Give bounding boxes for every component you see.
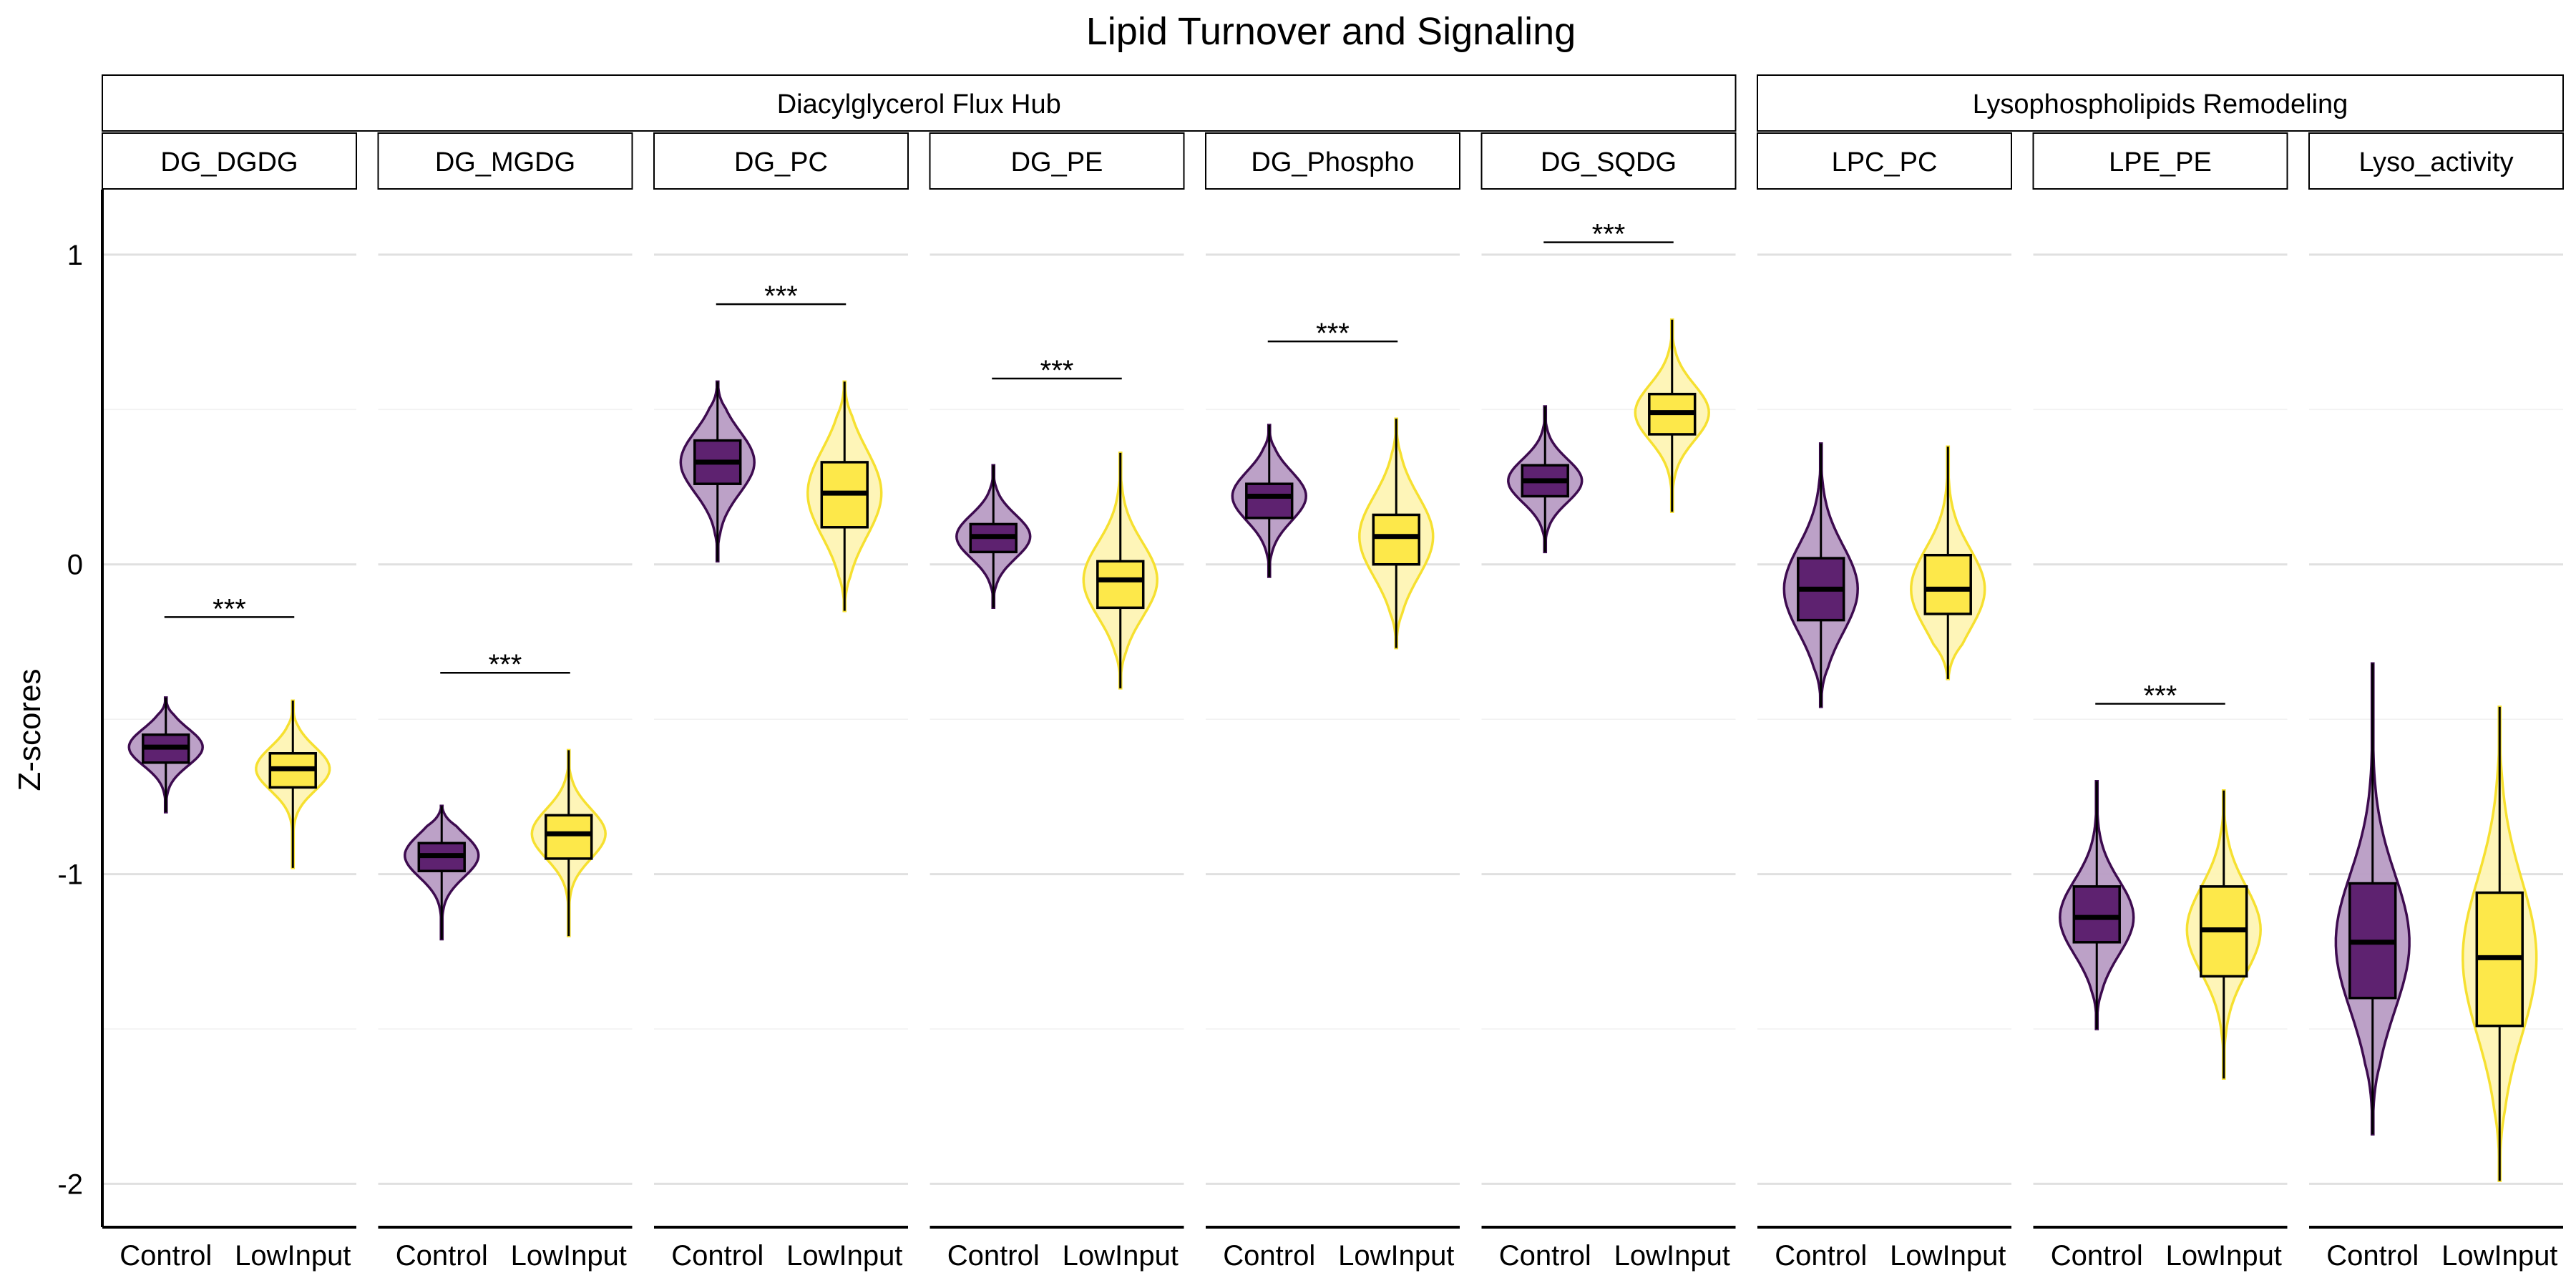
panel-strip-label: LPE_PE — [2109, 147, 2212, 177]
x-tick-label: LowInput — [1890, 1240, 2006, 1272]
panel-strip — [653, 132, 909, 190]
x-tick-label: LowInput — [511, 1240, 627, 1272]
significance-label: *** — [213, 593, 246, 625]
panel-strip — [102, 132, 357, 190]
strip-layer: Diacylglycerol Flux Hub Lysophospholipids… — [102, 74, 2564, 190]
box-control — [1245, 482, 1294, 519]
panel-strip-label: DG_SQDG — [1541, 147, 1677, 177]
box-control — [2072, 885, 2121, 944]
x-tick-label: Control — [1775, 1240, 1867, 1272]
panel-strip-label: DG_MGDG — [435, 147, 575, 177]
box-lowinput — [1096, 560, 1145, 610]
x-tick-label: LowInput — [786, 1240, 902, 1272]
violin-layer — [127, 318, 2538, 1182]
panel-strip — [929, 132, 1185, 190]
significance-label: *** — [1592, 219, 1626, 250]
x-tick-label: Control — [671, 1240, 763, 1272]
x-tick-label: Control — [2326, 1240, 2419, 1272]
x-tick-label: Control — [947, 1240, 1040, 1272]
panel-strip — [377, 132, 633, 190]
section-strip-label: Diacylglycerol Flux Hub — [777, 89, 1061, 119]
panel-strip — [1480, 132, 1737, 190]
x-tick-label: LowInput — [1614, 1240, 1730, 1272]
panel-strip — [1757, 132, 2012, 190]
significance-label: *** — [1040, 355, 1074, 386]
significance-layer: *** *** *** *** *** *** *** — [164, 219, 2225, 712]
x-tick-label: Control — [1223, 1240, 1315, 1272]
significance-label: *** — [764, 280, 798, 312]
panel-strip-label: DG_DGDG — [160, 147, 298, 177]
chart-title: Lipid Turnover and Signaling — [1086, 10, 1576, 53]
box-lowinput — [545, 814, 593, 860]
box-lowinput — [1372, 513, 1420, 566]
section-strip — [1757, 74, 2564, 132]
panel-strip-label: DG_PE — [1011, 147, 1103, 177]
significance-label: *** — [1316, 318, 1350, 349]
y-tick-label: -2 — [57, 1169, 83, 1200]
y-axis-label: Z-scores — [12, 668, 47, 791]
x-tick-label: LowInput — [2166, 1240, 2282, 1272]
panel-strip — [2308, 132, 2564, 190]
x-tick-label: Control — [396, 1240, 488, 1272]
panel-strip-label: DG_Phospho — [1251, 147, 1414, 177]
panel-strip — [1205, 132, 1460, 190]
x-tick-label: LowInput — [1338, 1240, 1454, 1272]
x-tick-label: Control — [119, 1240, 212, 1272]
x-tick-label: LowInput — [2441, 1240, 2557, 1272]
y-tick-label: -1 — [57, 859, 83, 891]
axis-layer: Control LowInput Control LowInput Control Low… — [57, 190, 2563, 1272]
box-lowinput — [1923, 553, 1972, 615]
x-tick-label: Control — [1499, 1240, 1591, 1272]
panel-strip-label: DG_PC — [734, 147, 828, 177]
significance-label: *** — [489, 649, 522, 680]
panel-strip-label: LPC_PC — [1832, 147, 1938, 177]
section-strip — [102, 74, 1737, 132]
significance-label: *** — [2144, 680, 2177, 712]
y-tick-label: 0 — [67, 550, 83, 581]
x-tick-label: LowInput — [1063, 1240, 1179, 1272]
panel-strip — [2032, 132, 2288, 190]
section-strip-label: Lysophospholipids Remodeling — [1973, 89, 2348, 119]
x-tick-label: LowInput — [235, 1240, 351, 1272]
x-tick-label: Control — [2051, 1240, 2143, 1272]
grid-layer — [102, 253, 2563, 1185]
y-tick-label: 1 — [67, 240, 83, 271]
panel-strip-label: Lyso_activity — [2358, 147, 2513, 177]
